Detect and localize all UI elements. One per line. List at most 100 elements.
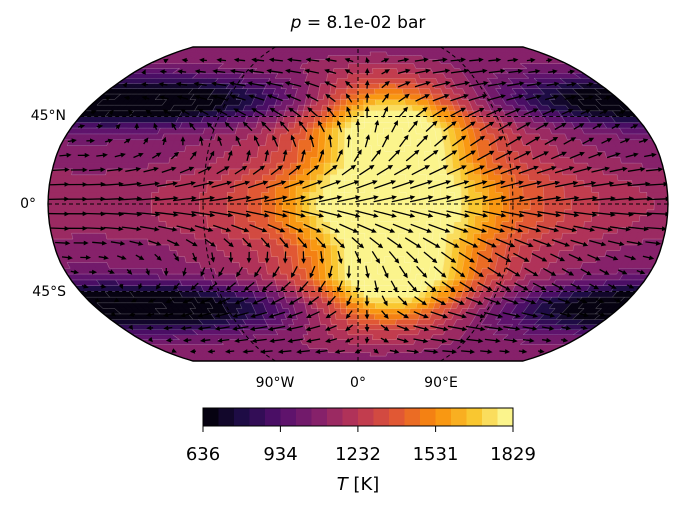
wind-arrow: [611, 123, 621, 129]
wind-arrow: [129, 240, 144, 246]
wind-arrow: [140, 82, 148, 87]
wind-arrow: [559, 312, 572, 318]
wind-arrow: [326, 295, 336, 306]
wind-arrow: [555, 211, 580, 218]
wind-arrow: [234, 165, 248, 175]
wind-arrow: [264, 251, 270, 264]
cbar-tick-label-5: 1829: [490, 444, 536, 465]
wind-arrow: [198, 166, 212, 174]
wind-arrow: [92, 240, 108, 246]
wind-arrow: [646, 167, 664, 172]
wind-arrow: [546, 81, 560, 87]
wind-arrow: [567, 69, 576, 75]
wind-arrow: [176, 95, 189, 100]
wind-arrow: [523, 108, 539, 116]
wind-arrow: [324, 164, 338, 176]
lat-label-45s: 45°S: [32, 284, 66, 300]
wind-arrow: [441, 281, 456, 292]
wind-arrow: [305, 57, 320, 63]
wind-arrow: [477, 281, 493, 291]
colorbar-band: [342, 408, 359, 426]
wind-arrow: [49, 226, 70, 231]
wind-arrow: [482, 224, 505, 233]
wind-arrow: [179, 166, 195, 174]
wind-arrow: [459, 281, 475, 292]
wind-arrow: [254, 266, 262, 278]
wind-arrow: [161, 166, 177, 174]
wind-arrow: [430, 296, 447, 305]
wind-arrow: [267, 224, 286, 233]
wind-arrow: [191, 195, 215, 202]
wind-arrow: [502, 312, 521, 319]
wind-arrow: [151, 152, 162, 159]
wind-arrow: [441, 251, 457, 263]
wind-arrow: [430, 338, 448, 344]
wind-arrow: [514, 282, 529, 291]
wind-arrow: [284, 180, 305, 189]
wind-arrow: [163, 312, 174, 318]
wind-arrow: [538, 348, 545, 354]
wind-arrow: [573, 123, 585, 130]
wind-arrow: [561, 337, 569, 343]
wind-arrow: [344, 337, 354, 343]
wind-arrow: [364, 336, 370, 344]
wind-arrow: [282, 149, 288, 162]
wind-arrow: [357, 223, 377, 233]
wind-arrow: [482, 210, 507, 218]
wind-arrow: [500, 210, 525, 218]
wind-arrow: [415, 68, 431, 74]
wind-arrow: [591, 225, 614, 232]
lon-label-90e: 90°E: [424, 375, 458, 391]
wind-arrow: [266, 94, 283, 102]
wind-arrow: [158, 82, 168, 87]
wind-arrow: [476, 252, 494, 263]
wind-arrow: [451, 266, 466, 278]
wind-arrow: [189, 151, 197, 160]
wind-arrow: [334, 349, 345, 354]
wind-arrow: [315, 237, 327, 249]
wind-arrow: [171, 122, 177, 131]
wind-arrow: [344, 69, 354, 75]
wind-arrow: [380, 337, 389, 343]
wind-arrow: [391, 120, 398, 133]
wind-arrow: [217, 338, 230, 343]
wind-arrow: [359, 164, 375, 176]
colorbar-band: [280, 408, 297, 426]
wind-arrow: [443, 121, 457, 132]
wind-arrow: [267, 325, 286, 332]
wind-arrow: [518, 165, 539, 175]
wind-arrow: [77, 152, 90, 158]
wind-arrow: [468, 81, 489, 87]
wind-arrow: [285, 68, 302, 74]
colorbar-band: [451, 408, 467, 426]
wind-arrow: [638, 138, 649, 143]
wind-arrow: [464, 180, 488, 189]
wind-arrow: [200, 267, 206, 277]
wind-arrow: [452, 135, 467, 147]
wind-arrow: [304, 68, 320, 74]
wind-arrow: [469, 266, 484, 278]
wind-arrow: [391, 210, 416, 218]
wind-arrow: [345, 93, 353, 103]
wind-arrow: [484, 325, 504, 332]
wind-arrow: [232, 312, 249, 318]
wind-arrow: [191, 211, 216, 218]
wind-arrow: [410, 223, 432, 233]
wind-arrow: [121, 226, 142, 232]
wind-arrow: [194, 94, 208, 101]
wind-arrow: [174, 181, 196, 188]
wind-arrow: [286, 311, 303, 319]
wind-arrow: [487, 81, 507, 87]
wind-arrow: [573, 166, 593, 174]
wind-arrow: [264, 210, 288, 218]
wind-arrow: [409, 195, 434, 203]
wind-arrow: [61, 255, 73, 260]
wind-arrow: [573, 181, 597, 188]
wind-arrow: [448, 296, 465, 305]
wind-arrow: [539, 297, 554, 305]
wind-arrow: [520, 297, 537, 305]
wind-arrow: [143, 166, 159, 173]
wind-arrow: [432, 68, 451, 74]
wind-arrow: [440, 237, 460, 248]
wind-arrow: [73, 240, 89, 246]
